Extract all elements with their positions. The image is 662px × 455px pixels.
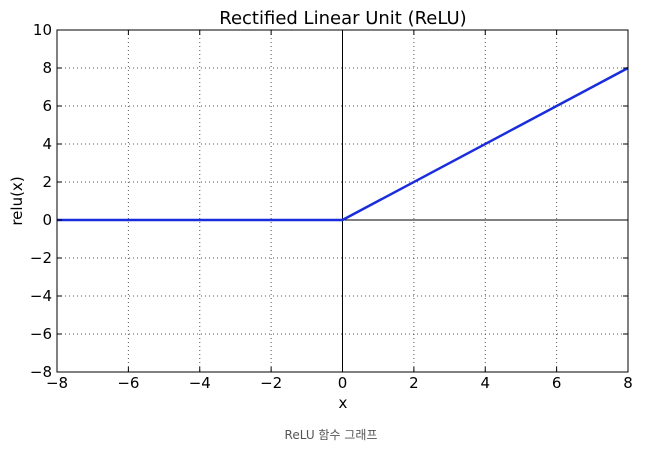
series-layer — [57, 66, 629, 222]
y-axis-label: relu(x) — [8, 176, 26, 225]
x-tick-label: 0 — [338, 374, 348, 392]
figure-caption: ReLU 함수 그래프 — [284, 428, 378, 442]
y-tick-label: 0 — [42, 211, 52, 229]
relu-line — [57, 66, 629, 222]
x-tick-label: −8 — [46, 374, 68, 392]
grid-lines — [57, 30, 628, 372]
y-tick-label: −8 — [30, 363, 52, 381]
y-tick-label: 8 — [42, 59, 52, 77]
x-tick-label: 8 — [623, 374, 633, 392]
y-tick-label: −6 — [30, 325, 52, 343]
y-tick-label: 4 — [42, 135, 52, 153]
x-tick-label: −4 — [189, 374, 211, 392]
x-tick-label: 4 — [480, 374, 490, 392]
y-tick-label: −2 — [30, 249, 52, 267]
x-tick-label: −6 — [117, 374, 139, 392]
x-axis-label: x — [339, 394, 348, 412]
x-ticks: −8 −6 −4 −2 0 2 4 6 8 — [46, 30, 633, 392]
relu-chart: −8 −6 −4 −2 0 2 4 6 8 −8 −6 −4 −2 0 2 4 6 8 10 Rectified … — [8, 8, 633, 412]
y-tick-label: 10 — [33, 21, 52, 39]
x-tick-label: 2 — [409, 374, 419, 392]
zero-lines — [57, 30, 628, 372]
y-tick-label: 2 — [42, 173, 52, 191]
y-tick-label: 6 — [42, 97, 52, 115]
x-tick-label: −2 — [260, 374, 282, 392]
y-ticks: −8 −6 −4 −2 0 2 4 6 8 10 — [30, 21, 628, 381]
y-tick-label: −4 — [30, 287, 52, 305]
x-tick-label: 6 — [552, 374, 562, 392]
chart-title: Rectified Linear Unit (ReLU) — [219, 8, 466, 29]
